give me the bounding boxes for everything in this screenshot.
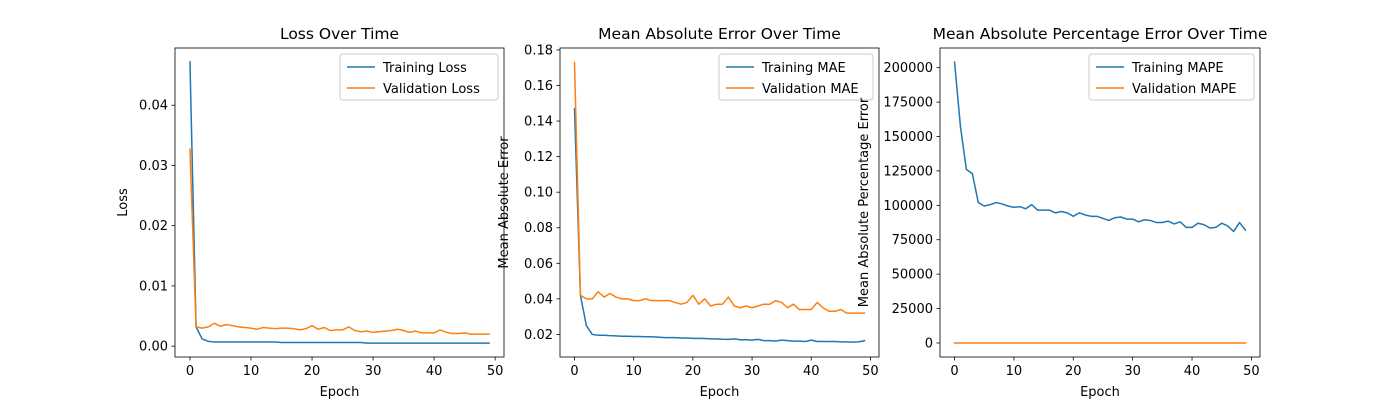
mae-series-line-validation-mae — [573, 61, 866, 314]
loss-chart-legend: Training Loss Validation Loss — [339, 53, 499, 101]
legend-label-training-mape: Training MAPE — [1131, 61, 1224, 76]
mape-chart-xlabel: Epoch — [1080, 385, 1120, 400]
mae-plot-area — [559, 47, 880, 358]
loss-y-tick-label: 0.00 — [139, 340, 168, 355]
legend-label-training-mae: Training MAE — [761, 61, 846, 76]
mae-chart: 0 10 20 30 40 50 0.02 0.04 0.06 0.08 0.10 0.12 0.14 0… — [497, 25, 880, 400]
mae-y-tick-label: 0.10 — [524, 186, 553, 201]
legend-label-training-loss: Training Loss — [382, 61, 467, 76]
mae-chart-ylabel: Mean Absolute Error — [497, 136, 512, 269]
mape-plot-area — [939, 47, 1261, 358]
mae-y-tick-label: 0.02 — [524, 328, 553, 343]
loss-chart-xlabel: Epoch — [320, 385, 360, 400]
mae-x-tick-label: 30 — [744, 364, 761, 379]
loss-y-tick-label: 0.04 — [139, 99, 168, 114]
mae-x-tick-label: 40 — [803, 364, 820, 379]
loss-chart-ylabel: Loss — [116, 188, 131, 217]
mape-x-tick-label: 40 — [1184, 364, 1201, 379]
mape-y-tick-label: 150000 — [883, 130, 933, 145]
mae-x-tick-label: 20 — [685, 364, 702, 379]
mae-y-tick-label: 0.06 — [524, 257, 553, 272]
mape-chart-legend: Training MAPE Validation MAPE — [1088, 53, 1255, 101]
loss-legend-box — [339, 53, 499, 101]
mape-y-tick-label: 125000 — [883, 164, 933, 179]
mae-x-tick-label: 10 — [625, 364, 642, 379]
mape-x-tick-label: 10 — [1006, 364, 1023, 379]
mape-x-tick-label: 50 — [1243, 364, 1260, 379]
loss-y-tick-label: 0.03 — [139, 159, 168, 174]
mape-y-tick-label: 175000 — [883, 96, 933, 111]
mape-y-tick-label: 100000 — [883, 199, 933, 214]
mape-x-tick-label: 30 — [1124, 364, 1141, 379]
mape-chart-title: Mean Absolute Percentage Error Over Time — [933, 25, 1268, 43]
mae-x-tick-label: 50 — [862, 364, 879, 379]
mae-legend-box — [718, 53, 874, 101]
mae-y-tick-label: 0.18 — [524, 43, 553, 58]
mae-chart-legend: Training MAE Validation MAE — [718, 53, 874, 101]
loss-x-tick-label: 30 — [365, 364, 382, 379]
mape-chart-ylabel: Mean Absolute Percentage Error — [857, 97, 872, 307]
mae-y-tick-label: 0.14 — [524, 115, 553, 130]
mape-y-tick-label: 75000 — [892, 233, 933, 248]
legend-label-validation-loss: Validation Loss — [383, 82, 480, 97]
legend-label-validation-mae: Validation MAE — [762, 82, 859, 97]
mape-y-tick-label: 50000 — [892, 268, 933, 283]
loss-series-line-validation-loss — [189, 148, 490, 335]
mape-series-line-training-mape — [953, 61, 1247, 233]
mae-x-tick-label: 0 — [570, 364, 578, 379]
mape-y-tick-label: 200000 — [883, 61, 933, 76]
mape-x-tick-label: 20 — [1065, 364, 1082, 379]
mae-chart-xlabel: Epoch — [700, 385, 740, 400]
loss-y-tick-label: 0.01 — [139, 279, 168, 294]
loss-x-tick-label: 0 — [186, 364, 194, 379]
loss-x-tick-label: 20 — [304, 364, 321, 379]
loss-chart-title: Loss Over Time — [280, 25, 399, 43]
loss-series-line-training-loss — [189, 61, 490, 344]
loss-plot-area — [174, 47, 505, 358]
mae-series-line-training-mae — [573, 107, 866, 343]
mae-y-tick-label: 0.04 — [524, 292, 553, 307]
mae-chart-title: Mean Absolute Error Over Time — [598, 25, 841, 43]
mape-legend-box — [1088, 53, 1255, 101]
mae-y-tick-label: 0.16 — [524, 79, 553, 94]
loss-x-tick-label: 10 — [243, 364, 260, 379]
legend-label-validation-mape: Validation MAPE — [1132, 82, 1237, 97]
loss-x-tick-label: 40 — [426, 364, 443, 379]
mae-y-tick-label: 0.12 — [524, 150, 553, 165]
mape-chart: 0 10 20 30 40 50 0 25000 50000 75000 100000 125000 1… — [857, 25, 1267, 400]
loss-chart: 0 10 20 30 40 50 0.00 0.01 0.02 0.03 0.04 Loss Over… — [116, 25, 505, 400]
mape-y-tick-label: 0 — [925, 336, 933, 351]
loss-x-tick-label: 50 — [487, 364, 504, 379]
mae-y-tick-label: 0.08 — [524, 221, 553, 236]
mape-x-tick-label: 0 — [950, 364, 958, 379]
mape-y-tick-label: 25000 — [892, 302, 933, 317]
loss-y-tick-label: 0.02 — [139, 219, 168, 234]
